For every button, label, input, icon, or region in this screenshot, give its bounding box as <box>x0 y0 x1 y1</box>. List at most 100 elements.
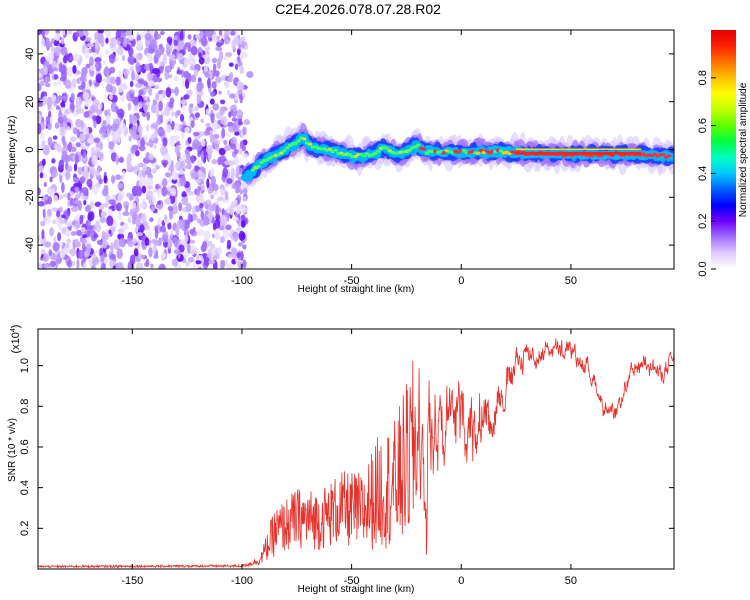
spectrogram-noise-blob <box>129 66 134 71</box>
spectrogram-noise-blob <box>138 89 143 96</box>
spectrogram-noise-blob <box>229 93 236 99</box>
spectrogram-noise-blob <box>45 37 50 43</box>
spectrogram-noise-blob <box>109 53 116 64</box>
spectrogram-noise-blob <box>155 93 160 101</box>
spectrogram-noise-blob <box>210 91 216 97</box>
spectrogram-noise-blob <box>189 228 195 235</box>
spectrogram-noise-blob <box>148 62 153 69</box>
spectrogram-noise-blob <box>59 248 66 259</box>
spectrogram-noise-blob <box>185 202 192 213</box>
spectrogram-noise-blob <box>89 65 97 72</box>
spectrogram-noise-blob <box>209 243 215 250</box>
spectrogram-noise-blob <box>167 184 172 192</box>
spectrogram-noise-blob <box>118 209 122 220</box>
spectrogram-noise-blob <box>91 184 99 195</box>
spectrogram-x-tick-label: 50 <box>565 275 577 287</box>
spectrogram-noise-blob <box>147 72 154 82</box>
spectrogram-noise-blob <box>57 80 62 85</box>
spectrogram-noise-blob <box>75 96 83 108</box>
spectrogram-noise-blob <box>180 99 188 105</box>
spectrogram-noise-blob <box>101 188 109 197</box>
spectrogram-noise-blob <box>91 146 96 157</box>
spectrogram-y-tick-label: 20 <box>24 96 36 108</box>
spectrogram-noise-blob <box>125 204 129 213</box>
spectrogram-noise-blob <box>224 32 229 43</box>
spectrogram-noise-blob <box>103 175 108 184</box>
spectrogram-noise-blob <box>185 261 190 267</box>
spectrogram-noise-blob <box>38 123 42 135</box>
spectrogram-noise-blob <box>212 103 220 111</box>
spectrogram-noise-blob <box>40 38 46 48</box>
spectrogram-noise-blob <box>41 140 46 150</box>
spectrogram-noise-blob <box>203 230 211 241</box>
spectrogram-noise-blob <box>138 101 143 108</box>
spectrogram-noise-blob <box>198 56 205 65</box>
spectrogram-noise-blob <box>54 46 61 57</box>
spectrogram-noise-blob <box>212 255 217 262</box>
spectrogram-track-core <box>407 148 412 152</box>
spectrogram-noise-blob <box>154 226 159 233</box>
spectrogram-noise-blob <box>78 85 86 91</box>
spectrogram-noise-blob <box>200 210 205 220</box>
spectrogram-noise-blob <box>210 194 215 200</box>
spectrogram-noise-blob <box>176 219 184 230</box>
spectrogram-noise-blob <box>180 132 185 139</box>
spectrogram-noise-blob <box>100 125 107 133</box>
spectrogram-noise-blob <box>106 74 111 85</box>
snr-x-tick-label: 50 <box>565 575 577 587</box>
spectrogram-noise-blob <box>139 203 145 209</box>
spectrogram-track-core <box>282 149 287 153</box>
spectrogram-noise-blob <box>220 259 226 269</box>
spectrogram-noise-blob <box>83 199 87 206</box>
spectrogram-noise-blob <box>108 141 115 150</box>
spectrogram-noise-blob <box>53 74 59 80</box>
spectrogram-noise-blob <box>75 31 80 38</box>
spectrogram-noise-blob <box>241 41 248 47</box>
spectrogram-noise-blob <box>179 30 184 41</box>
spectrogram-noise-blob <box>238 43 242 50</box>
spectrogram-noise-blob <box>145 52 153 59</box>
spectrogram-noise-blob <box>196 159 204 167</box>
spectrogram-noise-blob <box>235 142 240 149</box>
spectrogram-noise-blob <box>133 106 139 112</box>
spectrogram-noise-blob <box>139 127 143 139</box>
spectrogram-noise-blob <box>215 213 220 221</box>
spectrogram-noise-blob <box>75 193 81 200</box>
spectrogram-track-core <box>256 164 261 168</box>
spectrogram-noise-blob <box>223 55 229 61</box>
spectrogram-noise-blob <box>140 254 146 259</box>
spectrogram-noise-blob <box>96 32 104 43</box>
spectrogram-noise-blob <box>175 227 180 237</box>
spectrogram-noise-blob <box>38 30 43 35</box>
spectrogram-noise-blob <box>71 260 76 267</box>
spectrogram-noise-blob <box>124 30 132 37</box>
spectrogram-noise-blob <box>169 53 176 60</box>
spectrogram-noise-blob <box>192 131 200 137</box>
spectrogram-track-core <box>296 139 301 143</box>
spectrogram-noise-blob <box>211 81 217 89</box>
spectrogram-noise-blob <box>52 81 59 86</box>
spectrogram-track-core <box>373 151 378 155</box>
spectrogram-noise-blob <box>60 46 68 56</box>
spectrogram-noise-blob <box>54 32 61 41</box>
spectrogram-noise-blob <box>79 176 86 184</box>
spectrogram-track-core <box>413 145 418 149</box>
spectrogram-noise-blob <box>118 122 126 133</box>
spectrogram-noise-blob <box>80 30 84 38</box>
spectrogram-noise-blob <box>149 217 154 223</box>
spectrogram-noise-blob <box>219 106 225 116</box>
spectrogram-noise-blob <box>161 252 167 258</box>
spectrogram-noise-blob <box>135 232 143 237</box>
spectrogram-noise-blob <box>83 111 90 118</box>
spectrogram-noise-blob <box>96 73 102 84</box>
spectrogram-noise-blob <box>109 76 116 85</box>
spectrogram-noise-blob <box>201 138 206 147</box>
spectrogram-noise-blob <box>228 62 234 67</box>
spectrogram-noise-blob <box>127 240 135 248</box>
spectrogram-noise-blob <box>189 65 196 71</box>
spectrogram-x-tick-label: -150 <box>121 275 143 287</box>
spectrogram-noise-blob <box>96 239 104 246</box>
spectrogram-noise-blob <box>223 139 228 146</box>
spectrogram-track-core <box>666 154 672 158</box>
spectrogram-noise-blob <box>83 163 88 173</box>
